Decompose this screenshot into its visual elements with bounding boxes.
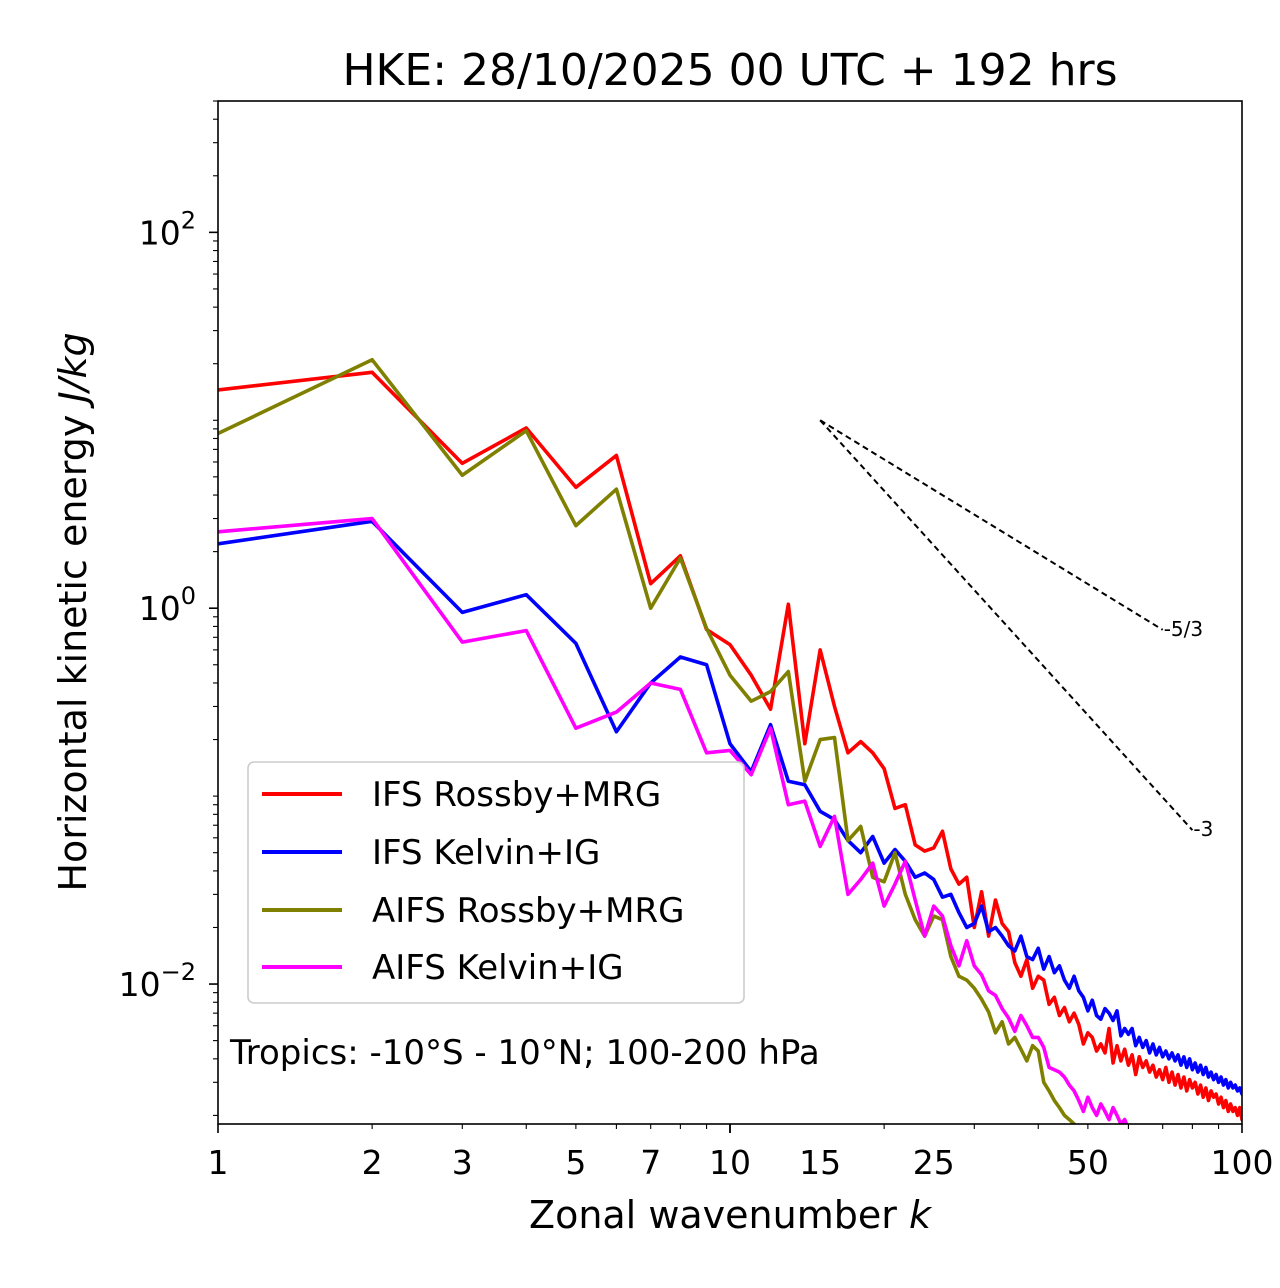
series-line-aifs-rossby-mrg [218, 357, 1077, 1124]
reference-slopes: -5/3 -3 [819, 419, 1213, 841]
y-tick-base: 10 [119, 965, 161, 1004]
x-tick-label: 10 [709, 1143, 751, 1182]
legend-label-ifs-kelvin: IFS Kelvin+IG [372, 833, 600, 873]
y-tick-exponent: −2 [161, 958, 196, 986]
series-line-ifs-kelvin-ig [218, 519, 1242, 1096]
x-tick-label: 100 [1211, 1143, 1274, 1182]
legend-box [247, 761, 745, 1004]
legend: IFS Rossby+MRG IFS Kelvin+IG AIFS Rossby… [247, 761, 745, 1004]
legend-label-aifs-rossby: AIFS Rossby+MRG [372, 891, 684, 931]
chart-title: HKE: 28/10/2025 00 UTC + 192 hrs [342, 45, 1117, 96]
series-line-aifs-kelvin-ig [218, 516, 1129, 1124]
plot-area [218, 357, 1242, 1124]
reference-slope-label: -3 [1193, 817, 1213, 841]
x-tick-label: 2 [362, 1143, 383, 1182]
y-tick-base: 10 [139, 213, 181, 252]
x-tick-label: 5 [565, 1143, 586, 1182]
y-tick-exponent: 2 [181, 206, 196, 234]
reference-slope-line [819, 419, 1164, 631]
plot-frame [217, 100, 1243, 1125]
x-tick-label: 15 [799, 1143, 841, 1182]
x-tick-label: 50 [1067, 1143, 1109, 1182]
region-annotation: Tropics: -10°S - 10°N; 100-200 hPa [229, 1033, 820, 1073]
series-line-ifs-rossby-mrg [218, 370, 1242, 1122]
y-axis-label: Horizontal kinetic energy J/kg [51, 332, 95, 891]
legend-label-ifs-rossby: IFS Rossby+MRG [372, 775, 661, 815]
x-tick-label: 25 [913, 1143, 955, 1182]
reference-slope-label: -5/3 [1164, 617, 1203, 641]
legend-label-aifs-kelvin: AIFS Kelvin+IG [372, 948, 624, 988]
y-tick-base: 10 [139, 589, 181, 628]
y-tick-label: 102 [139, 206, 196, 252]
x-tick-label: 3 [452, 1143, 473, 1182]
x-axis-label-text: Zonal wavenumber [529, 1193, 897, 1237]
y-axis-label-text: Horizontal kinetic energy [51, 415, 95, 892]
x-axis-label: Zonal wavenumber k [529, 1193, 933, 1237]
x-tick-label: 1 [208, 1143, 229, 1182]
x-axis-label-symbol: k [909, 1193, 933, 1237]
reference-slope-line [819, 419, 1194, 831]
y-tick-label: 10−2 [119, 958, 196, 1004]
y-tick-exponent: 0 [181, 582, 196, 610]
x-tick-label: 7 [640, 1143, 661, 1182]
y-tick-label: 100 [139, 582, 196, 628]
y-axis-label-units: J/kg [51, 332, 95, 409]
